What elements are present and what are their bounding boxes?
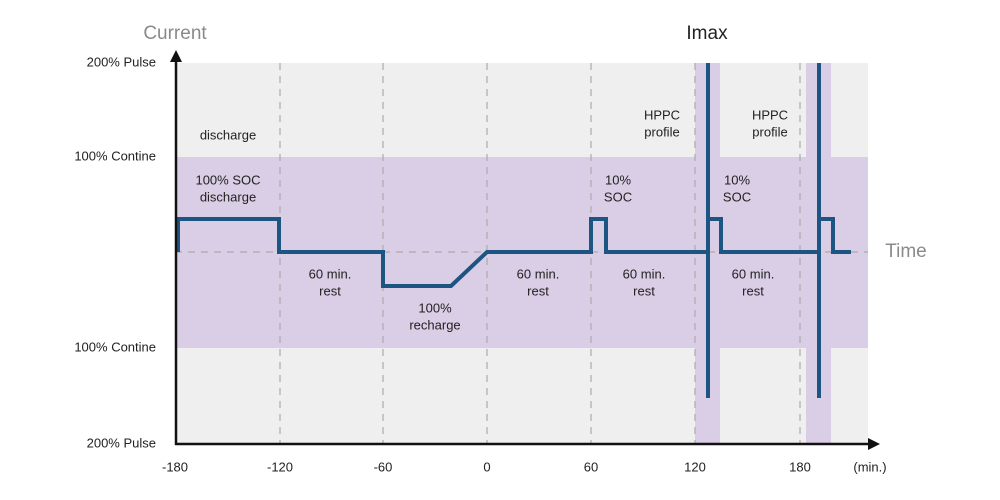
y-arrow — [170, 50, 182, 62]
annotation: 60 min. — [517, 266, 560, 281]
annotation: 60 min. — [623, 266, 666, 281]
x-title: Time — [885, 241, 927, 262]
x-label: -180 — [162, 459, 188, 474]
annotation: profile — [644, 124, 679, 139]
annotation: 60 min. — [732, 266, 775, 281]
annotation: 60 min. — [309, 266, 352, 281]
y-title: Current — [143, 23, 207, 44]
annotation: rest — [633, 283, 655, 298]
annotation: 10% — [724, 172, 750, 187]
x-label: 0 — [483, 459, 490, 474]
x-label: 120 — [684, 459, 706, 474]
x-label: 60 — [584, 459, 598, 474]
annotation: recharge — [409, 317, 460, 332]
annotation: SOC — [723, 189, 751, 204]
y-label: 200% Pulse — [87, 54, 156, 69]
annotation: HPPC — [752, 107, 788, 122]
annotation: profile — [752, 124, 787, 139]
annotation: rest — [319, 283, 341, 298]
annotation: rest — [742, 283, 764, 298]
x-arrow — [868, 438, 880, 450]
annotation: SOC — [604, 189, 632, 204]
y-label: 200% Pulse — [87, 435, 156, 450]
annotation: rest — [527, 283, 549, 298]
axes — [174, 58, 870, 446]
x-label: 180 — [789, 459, 811, 474]
x-label: -120 — [267, 459, 293, 474]
x-label: -60 — [374, 459, 393, 474]
annotation: 100% — [418, 300, 452, 315]
annotation: HPPC — [644, 107, 680, 122]
y-label: 100% Contine — [74, 148, 156, 163]
annotation: 10% — [605, 172, 631, 187]
annotation: 100% SOC — [195, 172, 260, 187]
x-unit: (min.) — [853, 459, 886, 474]
annotation: discharge — [200, 127, 256, 142]
annotation: discharge — [200, 189, 256, 204]
marker-label: Imax — [686, 23, 728, 44]
y-label: 100% Contine — [74, 339, 156, 354]
